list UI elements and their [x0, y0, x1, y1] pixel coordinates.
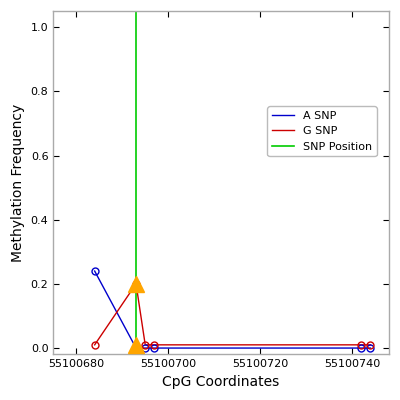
Legend: A SNP, G SNP, SNP Position: A SNP, G SNP, SNP Position: [268, 106, 377, 156]
X-axis label: CpG Coordinates: CpG Coordinates: [162, 375, 280, 389]
Y-axis label: Methylation Frequency: Methylation Frequency: [11, 104, 25, 262]
